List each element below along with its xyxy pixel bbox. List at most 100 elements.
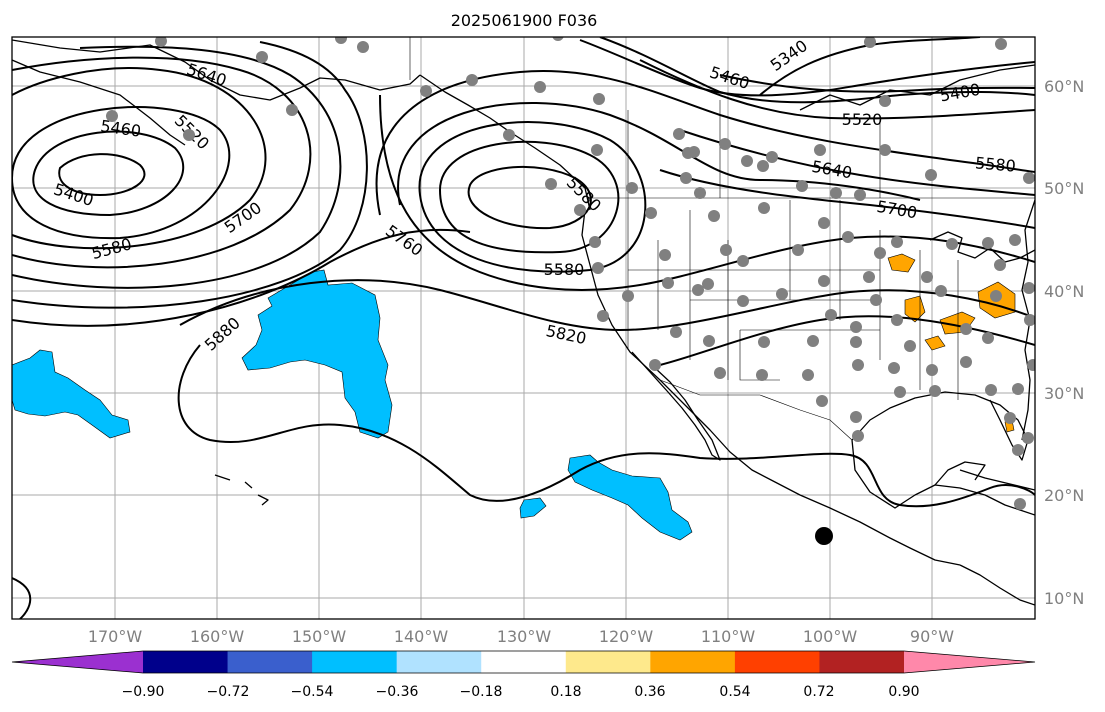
station-marker xyxy=(1027,359,1035,371)
station-marker xyxy=(534,81,546,93)
station-marker xyxy=(960,356,972,368)
station-marker xyxy=(904,340,916,352)
station-marker xyxy=(737,255,749,267)
contour-low-inner xyxy=(58,153,146,197)
lon-label: 150°W xyxy=(292,627,347,646)
colorbar-tick-label: −0.72 xyxy=(207,684,250,700)
station-marker xyxy=(1023,282,1035,294)
contour-label: 5580 xyxy=(974,153,1016,175)
station-marker xyxy=(659,249,671,261)
contour-5880 xyxy=(12,344,1035,619)
station-marker xyxy=(552,37,564,41)
station-marker xyxy=(874,247,886,259)
contour-5760-upper xyxy=(12,228,471,327)
station-marker xyxy=(776,288,788,300)
lat-label: 20°N xyxy=(1044,486,1084,505)
lat-label: 60°N xyxy=(1044,77,1084,96)
station-marker xyxy=(814,144,826,156)
station-marker xyxy=(589,236,601,248)
contour-north-2 xyxy=(599,37,1035,104)
contour-5700-east xyxy=(659,169,1035,229)
station-marker xyxy=(925,169,937,181)
station-marker xyxy=(879,144,891,156)
longitude-labels: 170°W 160°W 150°W 140°W 130°W 120°W 110°… xyxy=(88,627,954,646)
station-marker xyxy=(256,51,268,63)
station-marker xyxy=(1009,234,1021,246)
lon-label: 110°W xyxy=(701,627,756,646)
station-marker xyxy=(850,411,862,423)
station-marker xyxy=(756,369,768,381)
contour-low-2 xyxy=(32,130,185,217)
negative-region-east-pacific xyxy=(567,454,693,541)
west-coast xyxy=(581,209,961,566)
station-marker xyxy=(741,155,753,167)
colorbar-extension-right xyxy=(904,651,1035,673)
colorbar-tick-label: 0.72 xyxy=(803,684,834,700)
station-marker xyxy=(714,367,726,379)
station-marker xyxy=(891,236,903,248)
contour-low-4 xyxy=(12,67,267,250)
station-marker xyxy=(737,295,749,307)
station-marker xyxy=(545,178,557,190)
station-marker xyxy=(503,129,515,141)
station-marker xyxy=(673,128,685,140)
station-marker xyxy=(670,326,682,338)
plot-border xyxy=(11,36,1036,620)
station-marker xyxy=(662,277,674,289)
station-marker xyxy=(921,271,933,283)
station-marker xyxy=(935,285,947,297)
latitude-labels: 60°N 50°N 40°N 30°N 20°N 10°N xyxy=(1044,77,1084,608)
station-marker xyxy=(694,187,706,199)
station-marker xyxy=(960,323,972,335)
station-marker xyxy=(719,138,731,150)
station-marker xyxy=(703,335,715,347)
station-marker xyxy=(870,294,882,306)
station-marker xyxy=(864,37,876,48)
station-marker xyxy=(879,95,891,107)
contour-5400-east xyxy=(719,74,1035,93)
colorbar-segment xyxy=(650,651,736,673)
station-marker xyxy=(702,278,714,290)
colorbar-tick-label: 0.54 xyxy=(719,684,750,700)
contour-north-1 xyxy=(579,39,1035,97)
contour-ridge-2 xyxy=(438,140,620,254)
station-marker xyxy=(466,74,478,86)
lon-label: 170°W xyxy=(88,627,143,646)
colorbar-segment xyxy=(734,651,820,673)
colorbar-outline xyxy=(11,650,1036,674)
colorbar-extension-left xyxy=(12,651,143,673)
station-marker xyxy=(946,238,958,250)
colorbar-tick-label: −0.36 xyxy=(376,684,419,700)
colorbar-tick-label: 0.18 xyxy=(550,684,581,700)
contour-label: 5580 xyxy=(544,260,585,279)
station-marker xyxy=(994,259,1006,271)
station-marker xyxy=(863,271,875,283)
station-marker xyxy=(645,207,657,219)
contour-ridge-4 xyxy=(397,102,921,206)
colorbar-tick-label: −0.90 xyxy=(122,684,165,700)
contour-5760-lower xyxy=(379,94,1035,291)
lon-label: 120°W xyxy=(599,627,654,646)
station-marker xyxy=(1012,444,1024,456)
station-marker xyxy=(597,310,609,322)
station-marker xyxy=(852,430,864,442)
negative-region-west-pacific xyxy=(12,349,131,439)
hudson-region xyxy=(799,64,1035,111)
station-marker xyxy=(816,395,828,407)
colorbar-segment xyxy=(312,651,398,673)
aleutian-chain xyxy=(12,59,186,146)
contour-low-6 xyxy=(12,45,342,289)
colorbar-segment xyxy=(396,651,482,673)
station-marker xyxy=(929,385,941,397)
yucatan xyxy=(934,461,986,486)
station-marker xyxy=(807,335,819,347)
lat-label: 30°N xyxy=(1044,384,1084,403)
station-marker xyxy=(183,129,195,141)
lon-label: 140°W xyxy=(394,627,449,646)
station-marker xyxy=(995,38,1007,50)
lon-label: 100°W xyxy=(803,627,858,646)
station-marker xyxy=(802,369,814,381)
station-marker xyxy=(155,37,167,47)
colorbar-tick-label: −0.18 xyxy=(460,684,503,700)
